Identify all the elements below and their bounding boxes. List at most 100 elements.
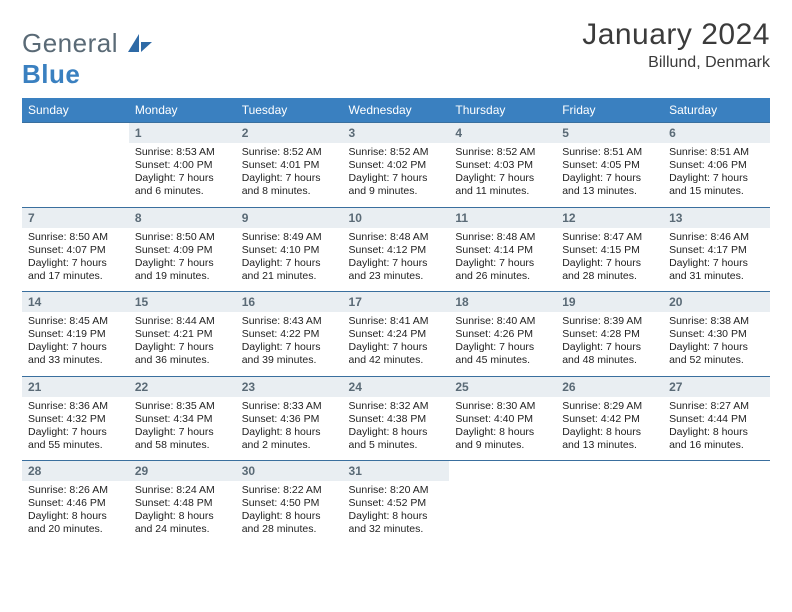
- daylight-line: Daylight: 7 hours and 52 minutes.: [669, 341, 764, 367]
- sunset-line: Sunset: 4:38 PM: [349, 413, 444, 426]
- day-details: Sunrise: 8:52 AMSunset: 4:01 PMDaylight:…: [236, 143, 343, 207]
- weekday-header: Wednesday: [343, 98, 450, 122]
- day-number: 10: [343, 208, 450, 228]
- day-number: 25: [449, 377, 556, 397]
- day-number: 6: [663, 123, 770, 143]
- daylight-line: Daylight: 7 hours and 17 minutes.: [28, 257, 123, 283]
- daylight-line: Daylight: 7 hours and 58 minutes.: [135, 426, 230, 452]
- sunrise-line: Sunrise: 8:35 AM: [135, 400, 230, 413]
- daylight-line: Daylight: 7 hours and 23 minutes.: [349, 257, 444, 283]
- day-details: Sunrise: 8:38 AMSunset: 4:30 PMDaylight:…: [663, 312, 770, 376]
- sail-icon: [128, 34, 152, 52]
- sunrise-line: Sunrise: 8:51 AM: [562, 146, 657, 159]
- day-details: Sunrise: 8:41 AMSunset: 4:24 PMDaylight:…: [343, 312, 450, 376]
- daylight-line: Daylight: 7 hours and 26 minutes.: [455, 257, 550, 283]
- daylight-line: Daylight: 7 hours and 19 minutes.: [135, 257, 230, 283]
- weekday-header: Tuesday: [236, 98, 343, 122]
- daylight-line: Daylight: 7 hours and 39 minutes.: [242, 341, 337, 367]
- day-number: 13: [663, 208, 770, 228]
- sunset-line: Sunset: 4:06 PM: [669, 159, 764, 172]
- day-details: Sunrise: 8:52 AMSunset: 4:02 PMDaylight:…: [343, 143, 450, 207]
- sunrise-line: Sunrise: 8:47 AM: [562, 231, 657, 244]
- day-number: 14: [22, 292, 129, 312]
- calendar-table: SundayMondayTuesdayWednesdayThursdayFrid…: [22, 98, 770, 545]
- daylight-line: Daylight: 8 hours and 9 minutes.: [455, 426, 550, 452]
- weekday-header-row: SundayMondayTuesdayWednesdayThursdayFrid…: [22, 98, 770, 122]
- day-number: 12: [556, 208, 663, 228]
- day-number: 3: [343, 123, 450, 143]
- sunrise-line: Sunrise: 8:52 AM: [242, 146, 337, 159]
- calendar-day-cell: 11Sunrise: 8:48 AMSunset: 4:14 PMDayligh…: [449, 207, 556, 292]
- day-details: Sunrise: 8:51 AMSunset: 4:05 PMDaylight:…: [556, 143, 663, 207]
- calendar-day-cell: 16Sunrise: 8:43 AMSunset: 4:22 PMDayligh…: [236, 291, 343, 376]
- daylight-line: Daylight: 7 hours and 33 minutes.: [28, 341, 123, 367]
- daylight-line: Daylight: 7 hours and 42 minutes.: [349, 341, 444, 367]
- sunset-line: Sunset: 4:10 PM: [242, 244, 337, 257]
- day-details: Sunrise: 8:26 AMSunset: 4:46 PMDaylight:…: [22, 481, 129, 545]
- day-number: 19: [556, 292, 663, 312]
- sunset-line: Sunset: 4:09 PM: [135, 244, 230, 257]
- day-number: 11: [449, 208, 556, 228]
- sunrise-line: Sunrise: 8:50 AM: [28, 231, 123, 244]
- sunset-line: Sunset: 4:07 PM: [28, 244, 123, 257]
- daylight-line: Daylight: 8 hours and 13 minutes.: [562, 426, 657, 452]
- day-number: 21: [22, 377, 129, 397]
- calendar-day-cell: 29Sunrise: 8:24 AMSunset: 4:48 PMDayligh…: [129, 460, 236, 545]
- calendar-day-cell: 10Sunrise: 8:48 AMSunset: 4:12 PMDayligh…: [343, 207, 450, 292]
- daylight-line: Daylight: 7 hours and 9 minutes.: [349, 172, 444, 198]
- day-number: 24: [343, 377, 450, 397]
- sunset-line: Sunset: 4:03 PM: [455, 159, 550, 172]
- sunrise-line: Sunrise: 8:44 AM: [135, 315, 230, 328]
- day-details: Sunrise: 8:20 AMSunset: 4:52 PMDaylight:…: [343, 481, 450, 545]
- day-details: Sunrise: 8:27 AMSunset: 4:44 PMDaylight:…: [663, 397, 770, 461]
- sunrise-line: Sunrise: 8:27 AM: [669, 400, 764, 413]
- day-details: Sunrise: 8:22 AMSunset: 4:50 PMDaylight:…: [236, 481, 343, 545]
- daylight-line: Daylight: 7 hours and 55 minutes.: [28, 426, 123, 452]
- day-number: 2: [236, 123, 343, 143]
- day-details: Sunrise: 8:46 AMSunset: 4:17 PMDaylight:…: [663, 228, 770, 292]
- logo: General Blue: [22, 18, 152, 90]
- calendar-day-cell: 31Sunrise: 8:20 AMSunset: 4:52 PMDayligh…: [343, 460, 450, 545]
- daylight-line: Daylight: 7 hours and 13 minutes.: [562, 172, 657, 198]
- day-details: Sunrise: 8:50 AMSunset: 4:09 PMDaylight:…: [129, 228, 236, 292]
- calendar-day-cell: 26Sunrise: 8:29 AMSunset: 4:42 PMDayligh…: [556, 376, 663, 461]
- day-number: 26: [556, 377, 663, 397]
- sunrise-line: Sunrise: 8:49 AM: [242, 231, 337, 244]
- calendar-day-cell: 7Sunrise: 8:50 AMSunset: 4:07 PMDaylight…: [22, 207, 129, 292]
- day-number: 15: [129, 292, 236, 312]
- calendar-day-cell: 25Sunrise: 8:30 AMSunset: 4:40 PMDayligh…: [449, 376, 556, 461]
- calendar-day-cell: ..: [22, 122, 129, 207]
- daylight-line: Daylight: 7 hours and 36 minutes.: [135, 341, 230, 367]
- daylight-line: Daylight: 8 hours and 20 minutes.: [28, 510, 123, 536]
- sunset-line: Sunset: 4:50 PM: [242, 497, 337, 510]
- day-number: 7: [22, 208, 129, 228]
- sunrise-line: Sunrise: 8:48 AM: [349, 231, 444, 244]
- calendar-day-cell: 27Sunrise: 8:27 AMSunset: 4:44 PMDayligh…: [663, 376, 770, 461]
- sunrise-line: Sunrise: 8:39 AM: [562, 315, 657, 328]
- daylight-line: Daylight: 7 hours and 6 minutes.: [135, 172, 230, 198]
- day-details: Sunrise: 8:50 AMSunset: 4:07 PMDaylight:…: [22, 228, 129, 292]
- location: Billund, Denmark: [582, 54, 770, 72]
- calendar-day-cell: 15Sunrise: 8:44 AMSunset: 4:21 PMDayligh…: [129, 291, 236, 376]
- sunset-line: Sunset: 4:00 PM: [135, 159, 230, 172]
- sunset-line: Sunset: 4:01 PM: [242, 159, 337, 172]
- day-number: 16: [236, 292, 343, 312]
- daylight-line: Daylight: 7 hours and 8 minutes.: [242, 172, 337, 198]
- calendar-day-cell: 24Sunrise: 8:32 AMSunset: 4:38 PMDayligh…: [343, 376, 450, 461]
- day-details: Sunrise: 8:47 AMSunset: 4:15 PMDaylight:…: [556, 228, 663, 292]
- calendar-page: General Blue January 2024 Billund, Denma…: [0, 0, 792, 612]
- sunset-line: Sunset: 4:17 PM: [669, 244, 764, 257]
- day-details: Sunrise: 8:35 AMSunset: 4:34 PMDaylight:…: [129, 397, 236, 461]
- daylight-line: Daylight: 7 hours and 45 minutes.: [455, 341, 550, 367]
- day-number: 31: [343, 461, 450, 481]
- sunset-line: Sunset: 4:40 PM: [455, 413, 550, 426]
- sunset-line: Sunset: 4:32 PM: [28, 413, 123, 426]
- sunrise-line: Sunrise: 8:43 AM: [242, 315, 337, 328]
- day-details: Sunrise: 8:49 AMSunset: 4:10 PMDaylight:…: [236, 228, 343, 292]
- day-details: Sunrise: 8:43 AMSunset: 4:22 PMDaylight:…: [236, 312, 343, 376]
- calendar-week-row: 21Sunrise: 8:36 AMSunset: 4:32 PMDayligh…: [22, 376, 770, 461]
- day-details: Sunrise: 8:39 AMSunset: 4:28 PMDaylight:…: [556, 312, 663, 376]
- calendar-day-cell: 2Sunrise: 8:52 AMSunset: 4:01 PMDaylight…: [236, 122, 343, 207]
- day-details: Sunrise: 8:24 AMSunset: 4:48 PMDaylight:…: [129, 481, 236, 545]
- day-number: 5: [556, 123, 663, 143]
